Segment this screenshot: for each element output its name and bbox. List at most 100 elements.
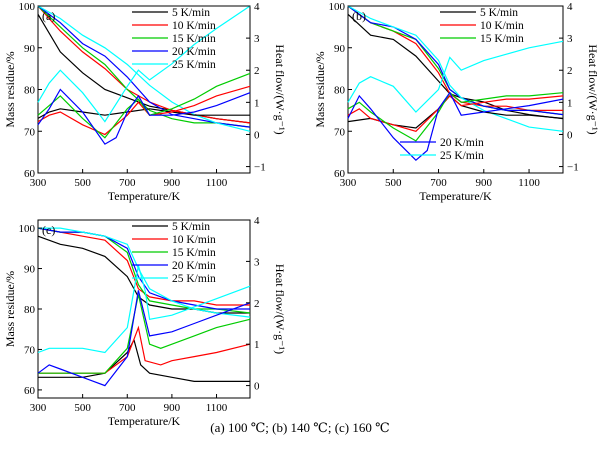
legend-entry-3: 20 K/min (440, 137, 484, 149)
y-right-tick-label: 2 (254, 298, 260, 310)
y-right-tick-label: 4 (254, 215, 260, 227)
y-left-tick-label: 90 (24, 264, 36, 276)
y-left-tick-label: 80 (24, 85, 36, 97)
caption-a: (a) 100 ℃; (210, 420, 269, 435)
y-right-tick-label: 1 (567, 97, 573, 109)
series-line-heatflow-1 (37, 85, 251, 136)
y-left-tick-label: 70 (24, 344, 36, 356)
series-line-mass-3 (37, 5, 251, 128)
x-tick-label: 1100 (518, 177, 540, 189)
series-line-heatflow-3 (37, 88, 251, 145)
legend-entry-3: 20 K/min (172, 260, 216, 272)
x-tick-label: 300 (30, 177, 47, 189)
y-right-tick-label: 3 (567, 33, 573, 45)
y-left-axis-label: Mass residue/% (3, 271, 17, 347)
legend-entry-0: 5 K/min (172, 7, 210, 19)
y-right-tick-label: 2 (254, 65, 260, 77)
y-right-tick-label: 4 (567, 1, 573, 13)
series-line-heatflow-3 (37, 290, 251, 387)
legend-entry-2: 15 K/min (172, 33, 216, 45)
panel-label: (c) (42, 223, 55, 237)
x-tick-label: 700 (430, 177, 447, 189)
x-tick-label: 500 (74, 402, 91, 414)
y-right-tick-label: 0 (254, 381, 260, 393)
y-left-axis-label: Mass residue/% (3, 51, 17, 127)
x-tick-label: 700 (119, 177, 136, 189)
series-line-mass-4 (37, 5, 251, 132)
series-line-heatflow-1 (347, 95, 564, 132)
x-tick-label: 1100 (206, 402, 228, 414)
y-left-tick-label: 70 (334, 126, 346, 138)
x-tick-label: 500 (385, 177, 402, 189)
y-left-tick-label: 60 (24, 385, 36, 397)
panel-label: (b) (352, 9, 366, 23)
y-left-tick-label: 100 (329, 1, 346, 13)
y-right-axis-label: Heat flow/(W·g⁻¹) (273, 264, 287, 354)
y-left-tick-label: 80 (24, 304, 36, 316)
y-left-tick-label: 90 (334, 43, 346, 55)
x-tick-label: 1100 (206, 177, 228, 189)
x-axis-label: Temperature/K (108, 189, 181, 203)
series-line-mass-1 (37, 227, 250, 306)
y-right-tick-label: −1 (254, 162, 266, 174)
series-line-heatflow-4 (347, 40, 564, 113)
series-line-mass-0 (37, 235, 250, 314)
chart-panel-a: 300 500 700 900 1100 60 70 80 90 100 −1 0 1 2 3 4 Temper… (3, 1, 287, 203)
y-right-tick-label: 0 (567, 129, 573, 141)
legend-entry-2: 15 K/min (480, 33, 524, 45)
y-right-tick-label: 1 (254, 97, 260, 109)
series-line-heatflow-3 (347, 91, 564, 162)
y-left-tick-label: 60 (334, 168, 346, 180)
y-right-tick-label: 4 (254, 1, 260, 13)
x-tick-label: 500 (74, 177, 91, 189)
series-line-mass-4 (38, 227, 251, 318)
x-axis-label: Temperature/K (108, 414, 181, 428)
legend-entry-1: 10 K/min (172, 234, 216, 246)
series-line-heatflow-0 (38, 338, 250, 382)
series-line-mass-4 (347, 5, 564, 132)
series-line-heatflow-4 (37, 5, 251, 123)
caption-b: (b) 140 ℃; (272, 420, 332, 435)
y-right-axis-label: Heat flow/(W·g⁻¹) (586, 44, 600, 134)
y-right-tick-label: 3 (254, 256, 260, 268)
series-line-heatflow-1 (38, 325, 251, 374)
legend-entry-0: 5 K/min (172, 221, 210, 233)
x-tick-label: 300 (340, 177, 357, 189)
legend-entry-1: 10 K/min (480, 20, 524, 32)
legend-entry-4: 25 K/min (172, 59, 216, 71)
legend-entry-0: 5 K/min (480, 7, 518, 19)
y-left-tick-label: 70 (24, 126, 36, 138)
y-right-axis-label: Heat flow/(W·g⁻¹) (273, 44, 287, 134)
x-tick-label: 300 (30, 402, 47, 414)
y-right-tick-label: 1 (254, 339, 260, 351)
series-line-mass-3 (347, 5, 564, 116)
series-line-heatflow-2 (347, 91, 564, 142)
figure-caption: (a) 100 ℃; (b) 140 ℃; (c) 160 ℃ (0, 420, 600, 436)
y-left-tick-label: 60 (24, 168, 36, 180)
panel-label: (a) (42, 9, 55, 23)
y-right-tick-label: 0 (254, 129, 260, 141)
y-right-tick-label: −1 (567, 162, 579, 174)
series-line-mass-3 (37, 227, 250, 310)
chart-panel-c: 300 500 700 900 1100 60 70 80 90 100 0 1 2 3 4 Temperat… (3, 215, 287, 428)
x-tick-label: 900 (164, 402, 181, 414)
legend-entry-3: 20 K/min (172, 46, 216, 58)
legend-entry-1: 10 K/min (172, 20, 216, 32)
caption-c: (c) 160 ℃ (334, 420, 390, 435)
y-right-tick-label: 2 (567, 65, 573, 77)
y-right-tick-label: 3 (254, 33, 260, 45)
chart-panel-b: 300 500 700 900 1100 60 70 80 90 100 −1 0 1 2 3 4 Temper… (313, 1, 600, 203)
legend-entry-4: 25 K/min (172, 273, 216, 285)
y-left-tick-label: 80 (334, 85, 346, 97)
x-tick-label: 900 (164, 177, 181, 189)
legend-entry-2: 15 K/min (172, 247, 216, 259)
y-left-axis-label: Mass residue/% (313, 51, 327, 127)
series-line-heatflow-2 (38, 294, 251, 374)
x-tick-label: 700 (119, 402, 136, 414)
x-axis-label: Temperature/K (419, 189, 492, 203)
x-tick-label: 900 (476, 177, 493, 189)
legend-entry-4: 25 K/min (440, 150, 484, 162)
y-left-tick-label: 100 (19, 223, 36, 235)
y-left-tick-label: 90 (24, 43, 36, 55)
